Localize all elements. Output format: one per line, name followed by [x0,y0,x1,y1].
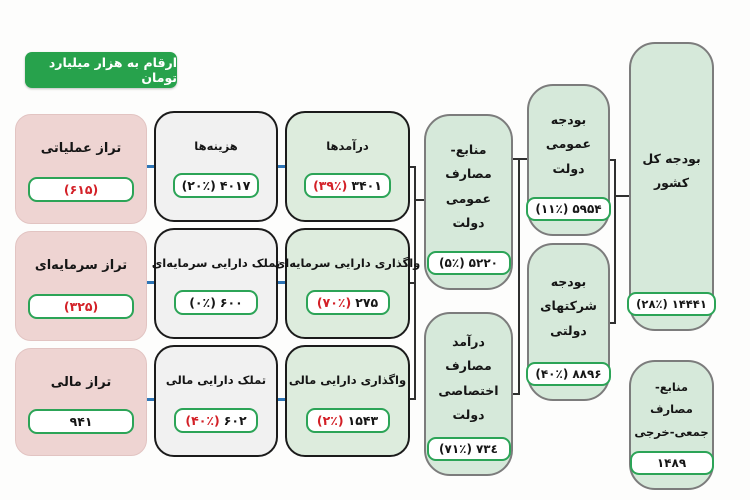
value-pill: ۵۲۲۰ (۵٪) [426,251,511,275]
value-number: ۶۰۲ [223,412,247,428]
value-number: ۵۹۵۴ [572,202,602,216]
value-percent: (۴۰٪) [185,412,220,428]
value-pill: ۳۴۰۱ (۳۹٪) [304,173,391,199]
box-title: هزینه‌ها [194,138,238,153]
box-title: تملک دارایی سرمایه‌ای [151,255,281,270]
bracket-a-out-stub [414,199,426,201]
value-pill: ۱۵۴۳ (۲٪) [305,407,390,433]
box-title: تراز سرمایه‌ای [34,258,128,274]
box-title: بودجه کل کشور [642,150,701,190]
value-pill: ۱۴۸۹ [629,451,714,475]
bracket-a-stub1 [409,166,416,168]
box-general-government-resources: منابع-مصارف عمومی دولت ۵۲۲۰ (۵٪) [424,114,513,290]
box-capital-asset-acquisition: تملک دارایی سرمایه‌ای ۶۰۰ (۰٪) [151,228,281,339]
box-capital-asset-transfer: واگذاری دارایی سرمایه‌ای ۲۷۵ (۷۰٪) [275,228,420,339]
box-expenses: هزینه‌ها ۴۰۱۷ (۲۰٪) [154,111,278,222]
box-capital-balance: تراز سرمایه‌ای (۳۲۵) [15,231,147,341]
bracket-c-top-stub [609,159,616,161]
box-financial-balance: تراز مالی ۹۴۱ [15,348,147,456]
value-pill: ۶۰۰ (۰٪) [174,290,258,316]
bracket-c-out-stub [614,195,630,197]
value-percent: (۴۰٪) [535,367,569,381]
value-pill: ۱۴۴۴۱ (۲۸٪) [627,292,716,316]
bracket-b-vertical [518,158,520,395]
box-title: تملک دارایی مالی [165,373,267,388]
box-operational-balance: تراز عملیاتی (۶۱۵) [15,114,147,224]
value-number: ۱۵۴۳ [347,412,379,428]
box-dedicated-government-revenue: درآمد مصارف اختصاصی دولت ۷۳٤ (۷۱٪) [424,312,513,476]
value-pill: ۵۹۵۴ (۱۱٪) [526,197,611,221]
value-percent: (۳۹٪) [313,178,348,194]
box-title: واگذاری دارایی مالی [288,373,407,388]
value-pill: ۸۸۹۶ (۴۰٪) [526,362,611,386]
bracket-b-bottom-stub [511,393,520,395]
box-collective-expense-resources: منابع-مصارف جمعی-خرجی ۱۴۸۹ [629,360,714,490]
box-title: تراز عملیاتی [40,141,122,157]
value-pill: ۹۴۱ [28,409,134,435]
box-title: درآمدها [326,138,369,153]
value-percent: (۰٪) [189,295,216,311]
box-title: واگذاری دارایی سرمایه‌ای [274,255,421,270]
box-title: درآمد مصارف اختصاصی دولت [438,333,499,422]
bracket-a-vertical [414,166,416,400]
box-title: بودجه عمومی دولت [545,111,592,176]
value-number: ۴۰۱۷ [219,178,251,194]
value-number: ۲۷۵ [355,295,379,311]
bracket-a-stub3 [409,398,416,400]
box-state-companies-budget: بودجه شرکتهای دولتی ۸۸۹۶ (۴۰٪) [526,243,611,401]
value-pill: ۲۷۵ (۷۰٪) [305,290,390,316]
value-percent: (۷۰٪) [316,295,352,311]
box-revenues: درآمدها ۳۴۰۱ (۳۹٪) [285,111,410,222]
value-percent: (۱۱٪) [535,202,569,216]
value-number: (۳۲۵) [63,298,99,314]
value-number: ۶۰۰ [219,295,243,311]
box-title: تراز مالی [50,374,112,390]
value-number: (۶۱۵) [63,181,99,197]
box-title: منابع-مصارف عمومی دولت [445,141,492,230]
box-title: منابع-مصارف جمعی-خرجی [634,379,709,439]
value-pill: ۴۰۱۷ (۲۰٪) [172,173,260,199]
value-percent: (۲۰٪) [181,178,216,194]
value-percent: (۲٪) [316,412,344,428]
value-number: ۷۳٤ [475,442,498,456]
value-pill: (۶۱۵) [28,176,134,202]
value-number: ۱۴۸۹ [656,456,687,470]
box-general-budget: بودجه عمومی دولت ۵۹۵۴ (۱۱٪) [526,84,611,236]
value-number: ۵۲۲۰ [468,256,498,270]
value-number: ۳۴۰۱ [351,178,382,194]
box-financial-asset-transfer: واگذاری دارایی مالی ۱۵۴۳ (۲٪) [285,345,410,457]
bracket-c-bottom-stub [609,322,616,324]
value-percent: (۷۱٪) [439,442,472,456]
value-pill: (۳۲۵) [28,293,134,319]
value-pill: ۶۰۲ (۴۰٪) [174,407,258,433]
box-total-national-budget: بودجه کل کشور ۱۴۴۴۱ (۲۸٪) [627,42,716,331]
value-number: ۹۴۱ [69,414,93,430]
value-pill: ۷۳٤ (۷۱٪) [426,437,511,461]
value-number: ۱۴۴۴۱ [671,297,707,311]
value-number: ۸۸۹۶ [572,367,602,381]
bracket-a-stub2 [409,282,416,284]
bracket-c-vertical [614,159,616,324]
box-title: بودجه شرکتهای دولتی [540,273,597,338]
box-financial-asset-acquisition: تملک دارایی مالی ۶۰۲ (۴۰٪) [154,345,278,457]
value-percent: (۵٪) [439,256,465,270]
units-badge: ارقام به هزار میلیارد تومان [25,52,177,88]
value-percent: (۲۸٪) [636,297,668,311]
